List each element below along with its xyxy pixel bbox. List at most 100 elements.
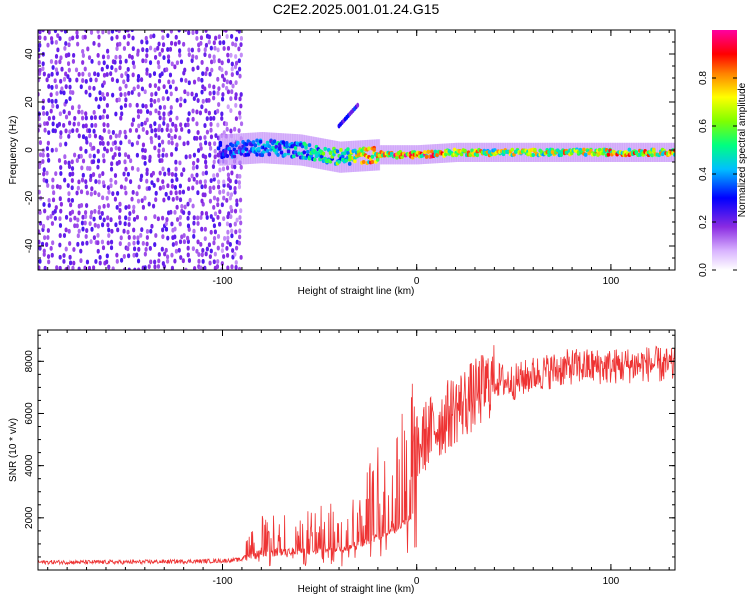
- noise-cell: [64, 214, 69, 220]
- noise-cell: [209, 229, 213, 235]
- noise-cell: [186, 245, 190, 251]
- noise-cell: [89, 177, 93, 183]
- noise-cell: [45, 121, 49, 126]
- signal-cell: [475, 153, 480, 158]
- noise-cell: [63, 30, 68, 34]
- noise-cell: [107, 264, 111, 270]
- noise-cell: [107, 30, 111, 35]
- noise-cell: [100, 211, 104, 216]
- noise-cell: [157, 148, 161, 154]
- noise-cell: [74, 67, 79, 73]
- noise-cell: [109, 134, 113, 140]
- noise-cell: [205, 66, 209, 72]
- noise-cell: [53, 78, 57, 84]
- noise-cell: [148, 110, 153, 116]
- spectrogram-xtick-label: 100: [603, 276, 620, 287]
- noise-cell: [200, 210, 204, 216]
- noise-cell: [131, 46, 135, 52]
- noise-cell: [197, 258, 201, 264]
- noise-cell: [42, 171, 46, 177]
- noise-cell: [200, 77, 204, 83]
- noise-cell: [196, 158, 200, 163]
- signal-halo: [300, 134, 304, 166]
- noise-cell: [222, 216, 226, 222]
- noise-cell: [209, 121, 213, 127]
- noise-cell: [160, 71, 164, 77]
- noise-cell: [118, 41, 122, 47]
- spectrogram-ytick-label: 0: [24, 147, 35, 153]
- noise-cell: [174, 248, 179, 254]
- signal-cell: [218, 140, 223, 145]
- noise-cell: [45, 77, 49, 83]
- noise-cell: [156, 264, 161, 269]
- signal-halo: [285, 133, 288, 165]
- signal-cell: [230, 143, 235, 148]
- noise-cell: [105, 114, 110, 120]
- noise-cell: [68, 241, 72, 246]
- noise-cell: [58, 59, 62, 65]
- noise-cell: [184, 122, 188, 128]
- noise-cell: [119, 184, 124, 190]
- noise-cell: [118, 201, 122, 207]
- noise-cell: [137, 184, 141, 190]
- noise-cell: [59, 208, 63, 214]
- noise-cell: [114, 133, 118, 139]
- noise-cell: [38, 30, 42, 35]
- noise-cell: [233, 189, 237, 195]
- signal-cell: [251, 147, 256, 152]
- noise-cell: [84, 111, 88, 117]
- noise-cell: [122, 171, 126, 177]
- noise-cell: [80, 165, 84, 171]
- noise-cell: [84, 234, 88, 239]
- noise-cell: [154, 91, 158, 97]
- noise-cell: [234, 36, 239, 42]
- signal-halo: [430, 144, 433, 164]
- noise-cell: [47, 197, 51, 203]
- signal-cell: [423, 150, 427, 155]
- colorbar-gradient: [712, 30, 737, 270]
- noise-cell: [38, 42, 42, 48]
- noise-cell: [73, 215, 77, 221]
- noise-cell: [171, 242, 175, 247]
- noise-cell: [234, 179, 238, 185]
- noise-cell: [123, 129, 127, 135]
- noise-cell: [43, 235, 47, 241]
- noise-cell: [53, 128, 57, 134]
- noise-cell: [105, 64, 109, 70]
- noise-cell: [194, 54, 199, 60]
- noise-cell: [94, 96, 98, 102]
- noise-cell: [191, 246, 195, 252]
- noise-cell: [97, 104, 101, 110]
- noise-cell: [170, 61, 174, 67]
- noise-cell: [225, 197, 229, 203]
- noise-cell: [166, 96, 170, 102]
- noise-cell: [216, 259, 220, 264]
- signal-cell: [258, 139, 263, 144]
- noise-cell: [157, 41, 161, 47]
- noise-cell: [174, 123, 178, 129]
- noise-cell: [152, 71, 157, 77]
- signal-cell: [347, 161, 352, 166]
- noise-cell: [38, 140, 43, 146]
- noise-cell: [173, 226, 177, 232]
- noise-cell: [154, 233, 158, 238]
- noise-cell: [225, 126, 229, 132]
- noise-cell: [132, 227, 136, 233]
- noise-cell: [161, 234, 165, 240]
- signal-halo: [230, 133, 234, 166]
- noise-cell: [162, 84, 166, 90]
- noise-cell: [145, 228, 150, 234]
- noise-cell: [77, 179, 81, 185]
- noise-cell: [135, 252, 139, 258]
- signal-cell: [267, 152, 272, 157]
- noise-cell: [148, 45, 153, 51]
- noise-cell: [167, 171, 171, 176]
- noise-cell: [88, 153, 92, 159]
- noise-cell: [222, 179, 226, 185]
- noise-cell: [147, 185, 151, 191]
- noise-cell: [119, 257, 124, 263]
- signal-halo: [292, 133, 295, 166]
- noise-cell: [96, 223, 100, 229]
- noise-cell: [43, 127, 47, 133]
- noise-cell: [43, 35, 47, 41]
